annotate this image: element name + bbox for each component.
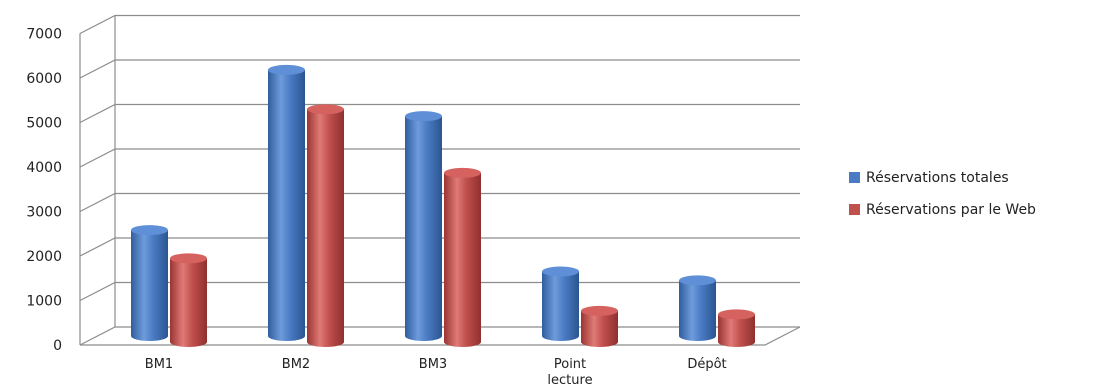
y-tick-label: 5000 <box>26 116 62 132</box>
y-tick-label: 6000 <box>26 71 62 87</box>
x-category-label: Dépôt <box>687 357 726 372</box>
bar-web <box>444 167 481 347</box>
bars <box>131 64 755 347</box>
y-tick-label: 3000 <box>26 205 62 221</box>
y-axis-ticks: 0 1000 2000 3000 4000 5000 6000 7000 <box>26 27 62 355</box>
x-category-label: BM1 <box>145 357 173 372</box>
x-category-label: BM2 <box>282 357 310 372</box>
x-category-label: BM3 <box>419 357 447 372</box>
y-tick-label: 1000 <box>26 294 62 310</box>
y-tick-label: 0 <box>53 338 62 354</box>
y-tick-label: 2000 <box>26 249 62 265</box>
y-tick-label: 7000 <box>26 27 62 43</box>
bar-total <box>268 64 305 342</box>
bar-total <box>405 111 442 342</box>
bar-total <box>131 225 168 342</box>
bar-web <box>718 309 755 347</box>
y-tick-label: 4000 <box>26 160 62 176</box>
floor-edge <box>80 326 801 346</box>
x-axis-categories: BM1 BM2 BM3 Point lecture Dépôt <box>145 357 727 387</box>
bar-web <box>170 253 207 347</box>
bar-total <box>679 275 716 342</box>
legend-label: Réservations totales <box>866 170 1009 186</box>
grid <box>79 14 801 346</box>
gridline <box>79 59 800 79</box>
gridline <box>79 14 800 35</box>
bar-web <box>307 104 344 347</box>
x-category-label: Point lecture <box>547 357 592 387</box>
legend-label: Réservations par le Web <box>866 202 1036 218</box>
legend-swatch <box>849 204 860 215</box>
legend-swatch <box>849 172 860 183</box>
bar-web <box>581 305 618 347</box>
bar-total <box>542 266 579 342</box>
legend: Réservations totales Réservations par le … <box>849 170 1036 218</box>
